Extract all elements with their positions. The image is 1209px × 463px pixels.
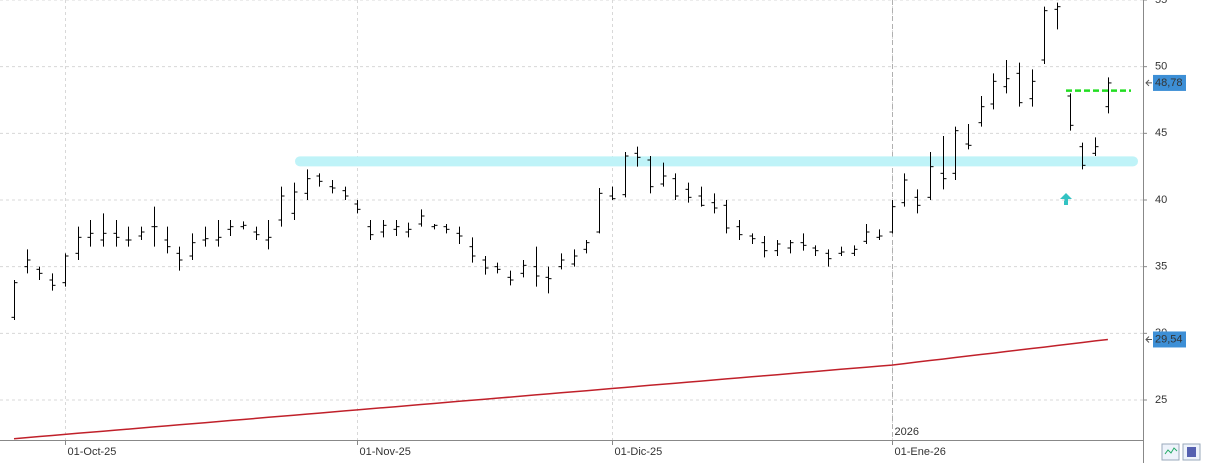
ma-price-box [1153,331,1186,348]
toolbar [1161,443,1201,461]
y-tick-label: 55 [1155,0,1167,6]
moving-average-line [13,338,1108,440]
year-label: 2026 [895,426,919,438]
last-price-label: 48,78 [1155,77,1183,89]
signal-arrow [1060,193,1072,205]
ma-price-label: 29,54 [1155,333,1183,345]
y-tick-label: 35 [1155,261,1167,273]
y-tick-label: 25 [1155,394,1167,406]
x-tick-label: 01-Nov-25 [360,446,411,458]
chart-type-icon [1164,447,1178,455]
y-tick-label: 45 [1155,127,1167,139]
y-tick-label: 40 [1155,194,1167,206]
y-tick-label: 50 [1155,61,1167,73]
x-tick-label: 01-Ene-26 [895,446,946,458]
last-price-pointer [1145,79,1152,87]
ma-price-pointer [1145,336,1152,343]
x-tick-label: 01-Oct-25 [68,446,117,458]
last-price-box [1153,74,1186,91]
save-icon [1187,447,1196,457]
x-tick-label: 01-Dic-25 [615,446,663,458]
